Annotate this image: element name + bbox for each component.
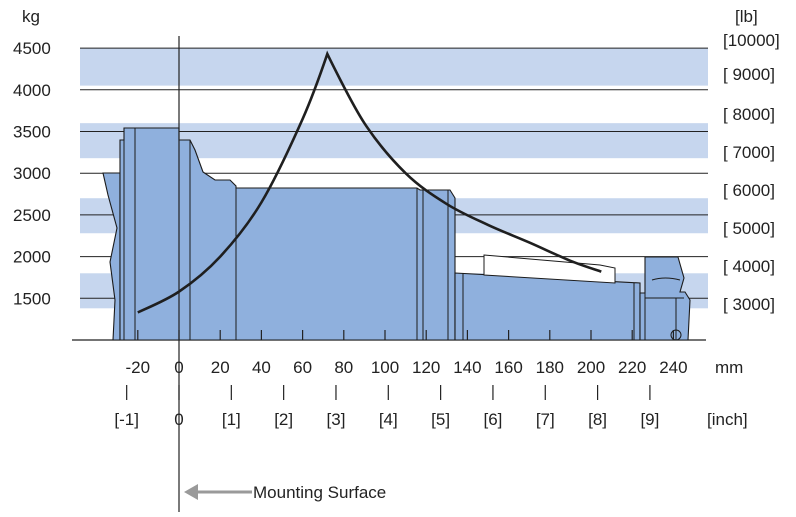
y-right-tick-label: [10000] [723, 31, 780, 50]
y-right-tick-label: [ 9000] [723, 65, 775, 84]
mounting-surface-arrow [184, 484, 252, 500]
x-tick-label: 220 [618, 358, 646, 377]
x-inch-tick-label: [1] [222, 410, 241, 429]
y-right-tick-label: [ 5000] [723, 219, 775, 238]
x-inch-tick-label: [7] [536, 410, 555, 429]
y-right-tick-label: [ 3000] [723, 295, 775, 314]
x-inch-tick-label: [-1] [114, 410, 139, 429]
x-tick-label: 100 [371, 358, 399, 377]
x-tick-label: 20 [211, 358, 230, 377]
x-tick-label: 200 [577, 358, 605, 377]
x-inch-tick-label: [4] [379, 410, 398, 429]
y-axis: 4500 4000 3500 3000 2500 2000 1500 [10000] [ 900… [13, 31, 780, 314]
y-axis-label-right: [lb] [735, 7, 758, 26]
y-tick-label: 3500 [13, 123, 51, 142]
x-tick-label: 180 [536, 358, 564, 377]
x-tick-label: 60 [293, 358, 312, 377]
y-tick-label: 2000 [13, 248, 51, 267]
background-band [80, 48, 708, 86]
x-tick-label: 240 [659, 358, 687, 377]
x-inch-tick-label: [3] [327, 410, 346, 429]
x-inch-tick-label: [9] [640, 410, 659, 429]
y-right-tick-label: [ 7000] [723, 143, 775, 162]
motor-detail-lines [123, 128, 684, 341]
x-tick-label: 120 [412, 358, 440, 377]
x-tick-label: 40 [252, 358, 271, 377]
y-axis-label-left: kg [22, 7, 40, 26]
x-inch-tick-label: [8] [588, 410, 607, 429]
x-axis: -20020406080100120140160180200220240[-1]… [114, 330, 688, 429]
x-inch-tick-label: [5] [431, 410, 450, 429]
y-tick-label: 4500 [13, 39, 51, 58]
y-tick-label: 4000 [13, 81, 51, 100]
x-axis-label-inch: [inch] [707, 410, 748, 429]
y-right-tick-label: [ 6000] [723, 181, 775, 200]
x-tick-label: 80 [334, 358, 353, 377]
y-tick-label: 2500 [13, 206, 51, 225]
y-tick-label: 3000 [13, 164, 51, 183]
y-right-tick-label: [ 4000] [723, 257, 775, 276]
load-curve [137, 50, 602, 314]
motor-housing [119, 127, 456, 341]
x-inch-tick-label: [6] [483, 410, 502, 429]
y-right-tick-label: [ 8000] [723, 105, 775, 124]
x-axis-label-mm: mm [715, 358, 743, 377]
x-tick-label: 140 [453, 358, 481, 377]
load-curve-line [137, 50, 602, 314]
y-tick-label: 1500 [13, 289, 51, 308]
x-tick-label: 160 [494, 358, 522, 377]
x-tick-label: -20 [126, 358, 151, 377]
mounting-surface-label: Mounting Surface [253, 483, 386, 502]
motor-silhouette [102, 127, 691, 341]
x-inch-tick-label: [2] [274, 410, 293, 429]
